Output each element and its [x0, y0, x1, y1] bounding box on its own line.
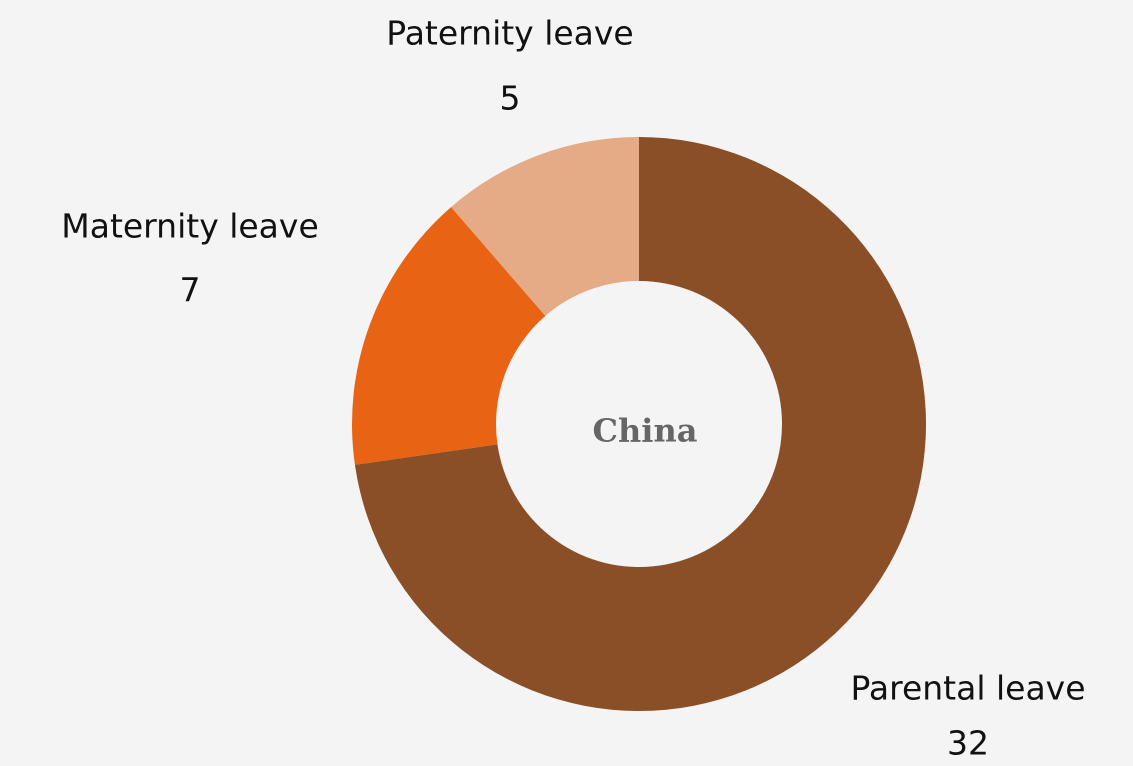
center-label: China: [593, 412, 698, 450]
donut-slice: [354, 137, 926, 711]
slice-label: Maternity leave: [61, 207, 319, 246]
donut-slice: [352, 207, 546, 465]
slice-value: 7: [180, 271, 201, 310]
donut-slice: [451, 137, 639, 316]
slice-value: 32: [947, 724, 989, 763]
slice-value: 5: [500, 79, 521, 118]
slice-label: Parental leave: [850, 669, 1085, 708]
slice-label: Paternity leave: [386, 14, 633, 53]
